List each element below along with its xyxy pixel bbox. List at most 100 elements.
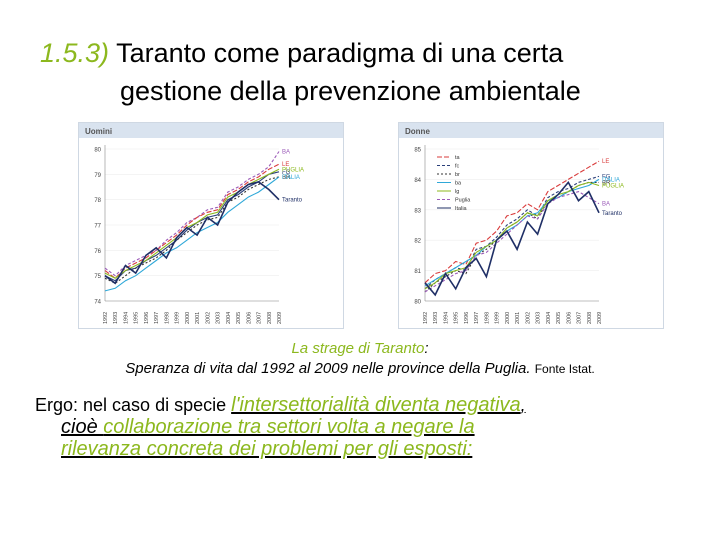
y-tick-label: 83 (414, 208, 421, 214)
caption-source: Fonte Istat. (534, 362, 595, 376)
series-label-br: BR (282, 175, 291, 181)
y-tick-label: 84 (414, 178, 421, 184)
body-comma: , (520, 395, 526, 415)
caption-title-text: La strage di Taranto (291, 340, 425, 357)
y-tick-label: 76 (94, 249, 101, 255)
body-paragraph: Ergo: nel caso di specie l'intersettoria… (35, 394, 695, 460)
x-tick-label: 2005 (236, 312, 242, 324)
x-tick-label: 2005 (556, 312, 562, 324)
caption-title: La strage di Taranto: (0, 340, 720, 357)
series-label-taranto: Taranto (602, 211, 623, 217)
x-tick-label: 2003 (216, 312, 222, 324)
series-line-le (424, 160, 600, 284)
title-line1: Taranto come paradigma di una certa (116, 38, 564, 68)
x-tick-label: 2006 (566, 312, 572, 324)
x-tick-label: 2001 (515, 312, 521, 324)
x-tick-label: 2003 (536, 312, 542, 324)
x-tick-label: 1993 (433, 312, 439, 324)
caption-subtitle-text: Speranza di vita dal 1992 al 2009 nelle … (125, 360, 531, 377)
body-intro: Ergo: nel caso di specie (35, 395, 232, 415)
legend-entry: lg (455, 189, 459, 195)
chart-header-bar (399, 123, 663, 138)
series-line-puglia (104, 168, 280, 279)
x-tick-label: 2004 (546, 312, 552, 324)
series-label-br: BR (602, 180, 611, 186)
x-tick-label: 1997 (474, 312, 480, 324)
x-tick-label: 2007 (577, 312, 583, 324)
body-highlight3: rilevanza concreta dei problemi per gli … (61, 438, 473, 460)
x-tick-label: 2007 (257, 312, 263, 324)
x-tick-label: 1997 (154, 312, 160, 324)
x-tick-label: 1996 (464, 312, 470, 324)
x-tick-label: 2000 (185, 312, 191, 324)
y-tick-label: 81 (414, 269, 421, 275)
x-tick-label: 1994 (443, 312, 449, 324)
x-tick-label: 1999 (175, 312, 181, 324)
series-label-le: LE (282, 162, 289, 168)
chart-uomini-svg: Uomini 74 75 76 77 78 79 80 1992 1993 1994 1995 1996… (79, 123, 343, 324)
x-tick-label: 2009 (597, 312, 603, 324)
series-line-puglia (424, 181, 600, 290)
legend-entry: br (455, 172, 460, 178)
x-tick-label: 2001 (195, 312, 201, 324)
series-label-taranto: Taranto (282, 198, 303, 204)
y-tick-label: 79 (94, 173, 101, 179)
x-tick-label: 1998 (164, 312, 170, 324)
series-label-fg: FG (282, 170, 291, 176)
series-label-puglia: PUGLIA (282, 167, 304, 173)
series-label-fg: FG (602, 174, 611, 180)
chart-uomini: Uomini 74 75 76 77 78 79 80 1992 1993 1994 1995 1996… (78, 122, 344, 329)
legend-entry: Puglia (455, 198, 471, 204)
series-line-italia (424, 178, 600, 287)
y-tick-label: 85 (414, 148, 421, 154)
series-line-italia (104, 176, 280, 292)
x-tick-label: 2009 (277, 312, 283, 324)
series-line-fg (104, 171, 280, 282)
title-line2: gestione della prevenzione ambientale (120, 76, 581, 106)
caption-colon: : (424, 340, 429, 357)
x-tick-label: 1995 (454, 312, 460, 324)
y-tick-label: 75 (94, 274, 101, 280)
series-label-italia: ITALIA (282, 175, 300, 181)
chart-donne-svg: Donne 80 81 82 83 84 85 1992 1993 1994 1995 1996 199… (399, 123, 663, 324)
x-tick-label: 2002 (205, 312, 211, 324)
x-tick-label: 1995 (134, 312, 140, 324)
legend-entry: Italia (455, 206, 468, 212)
y-tick-label: 80 (414, 300, 421, 306)
y-tick-label: 74 (94, 300, 101, 306)
series-label-italia: ITALIA (602, 177, 620, 183)
chart-header-bar (79, 123, 343, 138)
body-cioe: cioè (61, 416, 104, 438)
body-highlight1: l'intersettorialità diventa negativa (231, 394, 521, 416)
slide-title: 1.5.3) Taranto come paradigma di una cer… (40, 34, 700, 110)
series-line-le (104, 163, 280, 279)
x-tick-label: 1992 (103, 312, 109, 324)
y-tick-label: 78 (94, 198, 101, 204)
x-tick-label: 1994 (123, 312, 129, 324)
chart-title: Uomini (85, 127, 112, 136)
series-line-taranto (104, 181, 280, 285)
caption-subtitle: Speranza di vita dal 1992 al 2009 nelle … (0, 360, 720, 377)
series-label-le: LE (602, 159, 609, 165)
y-tick-label: 80 (94, 148, 101, 154)
chart-donne: Donne 80 81 82 83 84 85 1992 1993 1994 1995 1996 199… (398, 122, 664, 329)
title-number: 1.5.3) (40, 38, 110, 68)
series-line-br (424, 181, 599, 293)
y-tick-label: 77 (94, 224, 101, 230)
series-line-taranto (424, 180, 600, 297)
x-tick-label: 1999 (495, 312, 501, 324)
legend-entry: ta (455, 155, 461, 161)
series-label-puglia: PUGLIA (602, 183, 624, 189)
legend-entry: ba (455, 181, 462, 187)
series-line-ba (104, 151, 280, 277)
chart-title: Donne (405, 127, 430, 136)
x-tick-label: 1992 (423, 312, 429, 324)
x-tick-label: 1993 (113, 312, 119, 324)
legend-entry: fc (455, 164, 460, 170)
series-label-ba: BA (602, 202, 610, 208)
y-tick-label: 82 (414, 239, 421, 245)
x-tick-label: 1996 (144, 312, 150, 324)
x-tick-label: 1998 (484, 312, 490, 324)
body-highlight2: collaborazione tra settori volta a negar… (103, 416, 475, 438)
x-tick-label: 2008 (587, 312, 593, 324)
